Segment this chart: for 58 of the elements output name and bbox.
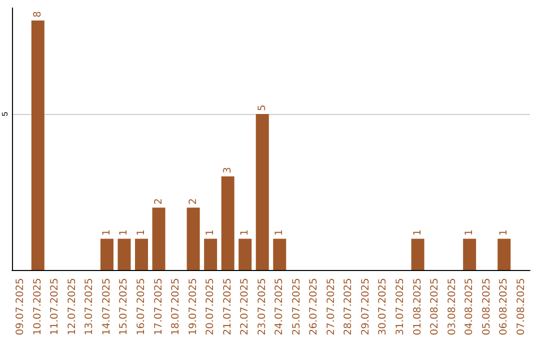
data-label: 1 — [240, 229, 251, 236]
data-label: 1 — [412, 229, 424, 236]
x-tick-label: 13.07.2025 — [84, 278, 96, 336]
bar — [273, 238, 286, 270]
x-tick-label: 20.07.2025 — [205, 278, 216, 336]
x-tick-label: 18.07.2025 — [170, 278, 182, 336]
bar — [204, 238, 218, 270]
bar — [135, 238, 148, 270]
x-tick-label: 07.08.2025 — [516, 278, 527, 336]
x-tick-label: 05.08.2025 — [481, 278, 492, 336]
x-tick-label: 12.07.2025 — [66, 278, 78, 336]
x-tick-label: 19.07.2025 — [188, 278, 199, 336]
bar — [221, 176, 234, 270]
x-tick-label: 31.07.2025 — [395, 278, 406, 336]
x-tick-label: 16.07.2025 — [136, 278, 147, 336]
bar — [118, 238, 131, 270]
bar — [238, 238, 252, 270]
bar — [498, 238, 511, 270]
x-tick-label: 09.07.2025 — [15, 278, 26, 336]
x-tick-label: 24.07.2025 — [274, 278, 286, 336]
x-tick-label: 02.08.2025 — [430, 278, 441, 336]
data-label: 2 — [188, 198, 199, 205]
data-label: 1 — [274, 229, 286, 236]
data-label: 1 — [136, 229, 147, 236]
bar — [256, 114, 269, 270]
x-tick-label: 11.07.2025 — [50, 278, 61, 336]
bar — [463, 238, 476, 270]
data-label: 1 — [205, 229, 216, 236]
data-label: 3 — [222, 167, 234, 174]
x-tick-label: 26.07.2025 — [308, 278, 320, 336]
x-tick-label: 22.07.2025 — [240, 278, 251, 336]
x-tick-label: 23.07.2025 — [256, 278, 268, 336]
x-tick-label: 27.07.2025 — [326, 278, 337, 336]
data-label: 1 — [118, 229, 130, 236]
x-tick-label: 15.07.2025 — [118, 278, 130, 336]
x-tick-label: 06.08.2025 — [498, 278, 510, 336]
data-label: 1 — [498, 229, 510, 236]
data-label: 1 — [101, 229, 112, 236]
bar — [152, 208, 166, 270]
x-tick-label: 01.08.2025 — [412, 278, 424, 336]
x-tick-label: 30.07.2025 — [378, 278, 389, 336]
data-label: 1 — [464, 229, 476, 236]
x-tick-label: 28.07.2025 — [343, 278, 354, 336]
data-label: 8 — [32, 11, 44, 18]
bar — [186, 208, 200, 270]
data-label: 2 — [153, 198, 164, 205]
bar — [100, 238, 114, 270]
data-label: 5 — [256, 104, 268, 112]
x-tick-label: 03.08.2025 — [446, 278, 458, 336]
x-tick-label: 29.07.2025 — [360, 278, 372, 336]
bar — [31, 20, 44, 270]
bar — [411, 238, 424, 270]
x-tick-label: 25.07.2025 — [291, 278, 302, 336]
x-tick-label: 14.07.2025 — [101, 278, 112, 336]
x-tick-label: 17.07.2025 — [153, 278, 164, 336]
x-tick-label: 10.07.2025 — [32, 278, 44, 336]
x-tick-label: 21.07.2025 — [222, 278, 234, 336]
x-tick-label: 04.08.2025 — [464, 278, 476, 336]
